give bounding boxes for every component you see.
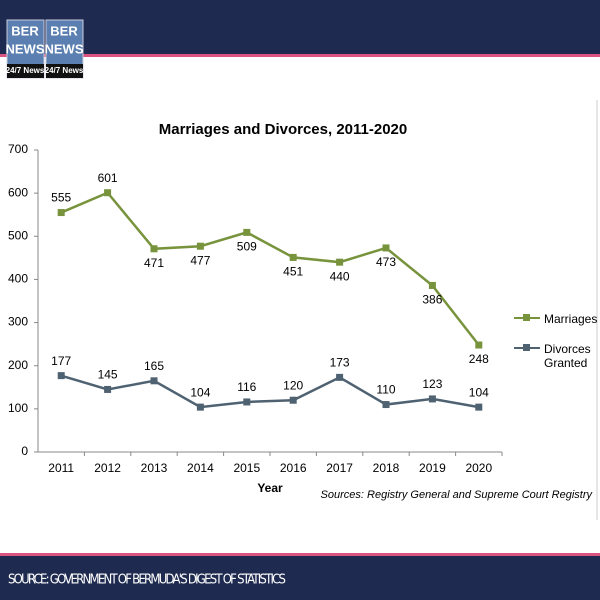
x-tick-label: 2012 — [94, 461, 121, 475]
legend-label: Marriages — [544, 312, 598, 326]
data-label: 386 — [422, 293, 442, 307]
data-label: 509 — [237, 240, 257, 254]
x-axis-title: Year — [257, 481, 283, 495]
header-stripe — [0, 54, 600, 57]
data-label: 473 — [376, 255, 396, 269]
point-marker — [382, 401, 390, 409]
x-tick-label: 2013 — [141, 461, 168, 475]
data-label: 451 — [283, 265, 303, 279]
point-marker — [475, 341, 483, 349]
legend-label: Divorces Granted — [544, 342, 591, 370]
data-label: 116 — [237, 380, 256, 394]
point-marker — [336, 258, 344, 266]
logo-text: BER — [50, 23, 78, 38]
legend-item[interactable]: Marriages — [514, 312, 600, 326]
point-marker — [428, 395, 436, 403]
point-marker — [382, 244, 390, 252]
legend-swatch — [514, 342, 540, 354]
logo-text: NEWS — [45, 41, 84, 56]
point-marker — [104, 189, 112, 197]
data-label: 145 — [98, 368, 118, 382]
legend-item[interactable]: Divorces Granted — [514, 342, 600, 370]
data-label: 248 — [469, 352, 489, 366]
point-marker — [196, 403, 204, 411]
header-bar — [0, 0, 600, 54]
y-tick-label: 0 — [21, 444, 28, 458]
data-label: 165 — [144, 359, 164, 373]
data-label: 123 — [422, 377, 442, 391]
footer-bar — [0, 556, 600, 600]
footer-source: SOURCE: GOVERNMENT OF BERMUDA'S DIGEST O… — [8, 573, 286, 588]
chart-title: Marriages and Divorces, 2011-2020 — [159, 121, 407, 138]
y-tick-label: 200 — [8, 358, 28, 372]
x-tick-label: 2020 — [465, 461, 492, 475]
legend-swatch — [514, 312, 540, 324]
point-marker — [57, 209, 65, 217]
point-marker — [289, 253, 297, 261]
logo-tagline: 24/7 News — [45, 66, 84, 75]
point-marker — [428, 281, 436, 289]
y-tick-label: 100 — [8, 401, 28, 415]
data-label: 471 — [144, 256, 164, 270]
data-label: 110 — [376, 383, 395, 397]
y-tick-label: 400 — [8, 272, 28, 286]
x-tick-label: 2017 — [326, 461, 353, 475]
x-tick-label: 2016 — [280, 461, 307, 475]
logo-strip — [46, 64, 83, 78]
point-marker — [289, 396, 297, 404]
legend-marker — [523, 344, 530, 351]
logo-tagline: 24/7 News — [6, 66, 45, 75]
point-marker — [475, 403, 483, 411]
series-line — [60, 374, 480, 409]
point-marker — [104, 385, 112, 393]
y-tick-label: 300 — [8, 315, 28, 329]
source-note: Sources: Registry General and Supreme Co… — [321, 489, 594, 501]
x-tick-label: 2014 — [187, 461, 214, 475]
point-marker — [243, 228, 251, 236]
footer-stripe — [0, 553, 600, 556]
y-tick-label: 600 — [8, 185, 28, 199]
legend-marker — [523, 314, 530, 321]
point-marker — [150, 245, 158, 253]
x-tick-label: 2019 — [419, 461, 446, 475]
data-label: 477 — [190, 253, 210, 267]
data-label: 177 — [51, 354, 71, 368]
x-tick-label: 2015 — [233, 461, 260, 475]
logo-text: NEWS — [6, 41, 45, 56]
data-label: 104 — [190, 385, 210, 399]
data-label: 120 — [283, 378, 303, 392]
point-marker — [150, 377, 158, 385]
data-label: 440 — [330, 269, 350, 283]
logo-strip — [7, 64, 44, 78]
y-tick-label: 500 — [8, 228, 28, 242]
series-line — [60, 191, 480, 346]
y-tick-label: 700 — [8, 142, 28, 156]
x-tick-label: 2011 — [48, 461, 74, 475]
logo-text: BER — [11, 23, 39, 38]
x-tick-label: 2018 — [373, 461, 400, 475]
point-marker — [243, 398, 251, 406]
point-marker — [336, 373, 344, 381]
logo[interactable]: BER NEWS BER NEWS 24/7 News 24/7 News — [6, 19, 84, 79]
point-marker — [57, 372, 65, 380]
point-marker — [196, 242, 204, 250]
data-label: 173 — [330, 356, 350, 370]
data-label: 104 — [469, 385, 489, 399]
data-label: 555 — [51, 191, 71, 205]
data-label: 601 — [98, 171, 118, 185]
